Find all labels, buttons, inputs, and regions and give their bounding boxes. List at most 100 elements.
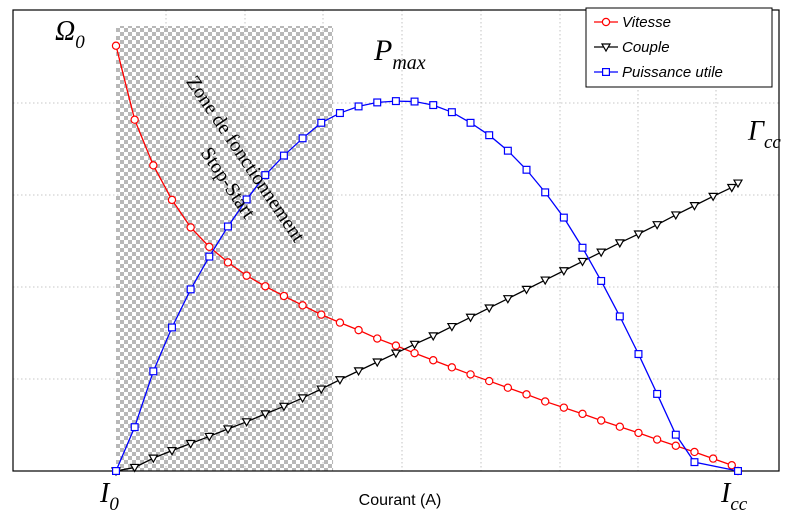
series-vitesse-point [690,447,699,457]
series-puissance-utile-point [317,118,326,127]
series-couple-point [465,313,476,323]
series-couple-point [241,418,252,428]
legend-swatch-marker [601,67,610,76]
i0-sub: 0 [109,494,119,515]
series-vitesse-point [261,282,270,291]
i0-label: I0 [99,478,119,515]
series-puissance-utile-point [485,131,494,140]
omega0-main: Ω [55,16,75,47]
series-vitesse-point [727,461,736,470]
series-puissance-utile-point [149,367,158,376]
grid [13,10,779,471]
series-puissance-utile-point [391,97,400,106]
series-puissance-utile-point [733,467,742,476]
series-puissance-utile-point [130,423,139,432]
series-vitesse-point [578,409,587,419]
series-couple-point [633,230,644,240]
series-vitesse-point [317,310,326,319]
series-couple-point [204,432,215,442]
series-vitesse-point [410,348,419,358]
plot-frame [12,9,780,472]
series-vitesse [111,41,743,476]
series-vitesse-point [559,403,569,412]
series-vitesse-point [111,41,121,50]
series-vitesse-point [671,441,681,450]
series-couple-point [614,239,625,249]
operating-zone-shading [116,26,334,471]
series-vitesse-point [149,161,158,170]
series-puissance-utile-point [634,350,643,359]
series-vitesse-point [242,271,251,280]
series-vitesse-point [205,242,214,252]
legend-entry-couple: Couple [594,39,670,56]
series-puissance-utile-point [335,109,344,118]
gamma-cc-label: Γcc [747,116,781,153]
series-couple-point [185,439,196,449]
series-puissance-utile-point [167,323,176,332]
series-vitesse-point [540,397,550,406]
series-couple-point [521,285,532,295]
series-couple-point [278,402,289,412]
series-puissance-utile-point [653,389,662,398]
series-puissance-utile-point [578,243,587,252]
pmax-sub: max [392,52,425,74]
series-couple-point [297,394,308,404]
omega0-label: Ω0 [55,16,85,53]
series-couple-point [652,221,663,230]
series-vitesse-point [167,195,177,205]
series-vitesse-point [466,370,475,379]
legend-label: Couple [622,39,670,56]
series-vitesse-point [429,356,438,365]
series-puissance-utile-point [466,118,475,127]
series-puissance-utile-point [373,98,382,107]
series-puissance-utile-point [447,108,456,117]
gamma-cc-main: Γ [747,116,765,147]
series-couple-point [390,349,401,359]
series-vitesse-point [186,223,195,232]
series-vitesse-point [373,334,382,343]
pmax-main: P [373,34,392,67]
series-vitesse-point [447,363,457,372]
series-vitesse-point [652,435,662,444]
legend: Vitesse Couple Puissance utile [585,7,773,88]
pmax-label: Pmax [373,34,426,74]
series-couple [110,179,744,477]
series-puissance-utile-point [111,467,120,476]
series-puissance-utile-point [242,195,251,204]
series-vitesse-point [522,390,531,399]
series-couple-point [428,332,439,342]
series-couple-point [689,202,700,211]
series-couple-point [316,385,327,395]
series-couple-point [502,295,513,304]
series-vitesse-point [298,301,307,310]
series-puissance-utile-point [223,222,232,231]
series-vitesse-point [223,258,233,267]
series-couple-point [540,276,551,286]
series-couple-point [732,179,744,189]
series-couple-point [148,454,159,464]
series-vitesse-point [615,422,625,431]
series-couple-point [353,367,364,377]
series-couple-point [670,211,681,221]
icc-label: Icc [720,478,748,515]
series-couple-point [708,192,719,202]
series-puissance-utile-point [298,134,307,143]
series-puissance-utile-point [503,146,512,155]
gamma-cc-sub: cc [764,132,781,153]
series-puissance-utile [111,97,742,476]
series-couple-point [334,376,345,385]
series-puissance-utile-point [429,101,438,110]
series-couple-point [129,463,140,473]
series-couple-point [577,257,588,267]
legend-swatch-marker [600,43,612,53]
i0-main: I [99,478,111,509]
series-couple-point [166,447,178,456]
x-axis-label: Courant (A) [359,492,442,509]
series-vitesse-point [391,341,401,350]
series-vitesse-point [279,291,289,301]
series-puissance-utile-point [597,276,606,285]
series-couple-point [372,358,383,368]
series-vitesse-point [503,383,513,392]
series-couple-point [484,304,495,314]
series-vitesse-point [485,376,494,386]
